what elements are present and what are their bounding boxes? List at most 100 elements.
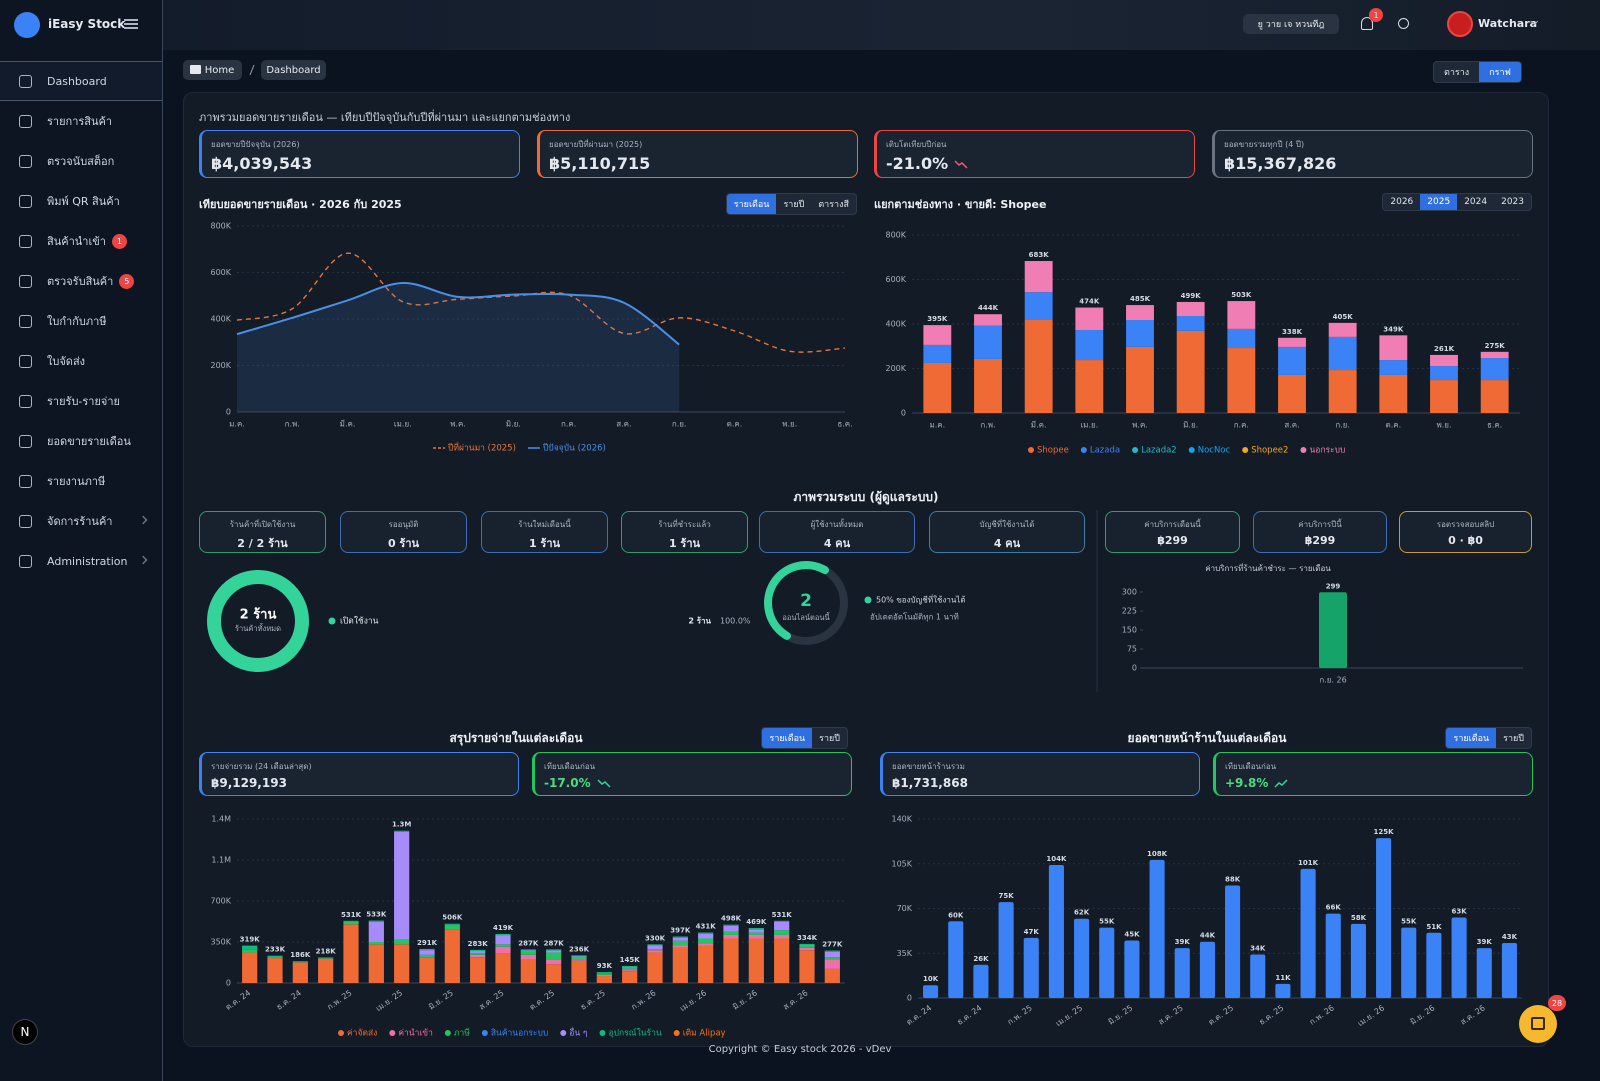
menu-label: รายงานภาษี [47, 475, 106, 488]
kpi-label: ยอดขายรวมทุกปี (4 ปี) [1224, 140, 1305, 149]
menu-label: พิมพ์ QR สินค้า [47, 195, 120, 208]
kpi-card: ยอดขายปีที่ผ่านมา (2025) ฿5,110,715 [537, 130, 858, 178]
chart-title: เทียบยอดขายรายเดือน · 2026 กับ 2025 [199, 198, 402, 211]
menu-icon [19, 354, 32, 368]
fab[interactable] [1519, 1005, 1557, 1043]
menu-label: ตรวจรับสินค้า [47, 275, 114, 288]
tab[interactable]: 2026 [1390, 197, 1414, 207]
view-option[interactable]: ตาราง [1444, 68, 1470, 78]
menu-label: สินค้านำเข้า [47, 235, 106, 248]
section-title: สรุปรายจ่ายในแต่ละเดือน [449, 731, 583, 745]
menu-label: ใบจัดส่ง [47, 355, 86, 368]
menu-icon [19, 434, 32, 448]
kpi-card: ร้านที่ชำระแล้ว 1 ร้าน [621, 511, 748, 553]
kpi-card: ร้านใหม่เดือนนี้ 1 ร้าน [481, 511, 608, 553]
kpi-value: -17.0% [544, 776, 842, 790]
menu-item[interactable]: รายรับ-รายจ่าย [0, 381, 162, 421]
kpi-label: รออนุมัติ [388, 520, 419, 529]
section-title: ภาพรวมระบบ (ผู้ดูแลระบบ) [793, 490, 939, 504]
tab[interactable]: รายปี [1503, 734, 1524, 744]
kpi-value: ฿15,367,826 [1224, 154, 1337, 173]
trend-line [597, 779, 611, 788]
tab-group: รายเดือน รายปี [761, 727, 848, 749]
dev-badge[interactable]: N [12, 1019, 38, 1045]
topbar: ยู วาย เจ หวนทีฎ 1 Watchara [163, 0, 1600, 50]
tab[interactable]: ตารางสี [818, 200, 849, 210]
menu-item[interactable]: จัดการร้านค้า [0, 501, 162, 541]
menu-item[interactable]: ตรวจรับสินค้า 5 [0, 261, 162, 301]
breadcrumb-current: Dashboard [261, 60, 326, 80]
menu-item[interactable]: ใบจัดส่ง [0, 341, 162, 381]
menu-item[interactable]: รายการสินค้า [0, 101, 162, 141]
menu-item[interactable]: Dashboard [0, 61, 162, 101]
menu-item[interactable]: รายงานภาษี [0, 461, 162, 501]
kpi-value: ฿1,731,868 [892, 776, 968, 790]
kpi-value: +9.8% [1225, 776, 1523, 790]
tab[interactable]: รายเดือน [762, 728, 813, 748]
menu-toggle-bar [124, 23, 138, 25]
chart-title: แยกตามช่องทาง · ขายดี: Shopee [874, 198, 1047, 211]
tab[interactable]: 2025 [1420, 194, 1458, 210]
theme-toggle[interactable] [1398, 18, 1409, 29]
tab[interactable]: รายปี [783, 200, 805, 210]
tab[interactable]: 2023 [1501, 197, 1524, 207]
brand: iEasy Stock [48, 17, 126, 31]
kpi-value: ฿299 [1157, 534, 1188, 547]
menu-chevron [138, 555, 148, 565]
kpi-label: ร้านค้าที่เปิดใช้งาน [229, 520, 296, 529]
menu-label: ใบกำกับภาษี [47, 315, 107, 328]
kpi-value: 1 ร้าน [668, 537, 701, 550]
fab-badge: 28 [1548, 995, 1566, 1011]
menu-label: ยอดขายรายเดือน [47, 435, 131, 448]
menu-icon [19, 474, 32, 488]
kpi-card: รอตรวจสอบสลิป 0 · ฿0 [1399, 511, 1532, 553]
kpi-card: รายจ่ายรวม (24 เดือนล่าสุด) ฿9,129,193 [199, 752, 519, 796]
avatar[interactable] [1447, 11, 1473, 37]
tab[interactable]: รายเดือน [1446, 728, 1497, 748]
menu-item[interactable]: พิมพ์ QR สินค้า [0, 181, 162, 221]
menu-label: รายรับ-รายจ่าย [47, 395, 120, 408]
shop-selector[interactable]: ยู วาย เจ หวนทีฎ [1243, 14, 1339, 34]
menu-icon [19, 514, 32, 528]
kpi-value: -21.0% [886, 154, 1185, 173]
bell[interactable] [1361, 17, 1373, 30]
view-option[interactable]: กราฟ [1479, 62, 1521, 82]
menu-icon [19, 74, 32, 88]
user-name[interactable]: Watchara [1478, 17, 1538, 30]
notification-badge: 1 [1369, 8, 1383, 22]
kpi-card: ค่าบริการปีนี้ ฿299 [1253, 511, 1387, 553]
kpi-label: รายจ่ายรวม (24 เดือนล่าสุด) [211, 762, 312, 771]
kpi-card: รออนุมัติ 0 ร้าน [340, 511, 467, 553]
tab-group: 2026 2025 2024 2023 [1382, 193, 1532, 211]
tab-group: รายเดือน รายปี [1445, 727, 1532, 749]
menu-toggle[interactable] [124, 19, 138, 29]
menu-item[interactable]: ใบกำกับภาษี [0, 301, 162, 341]
menu-item[interactable]: ยอดขายรายเดือน [0, 421, 162, 461]
trend-icon [597, 779, 611, 788]
kpi-label: บัญชีที่ใช้งานได้ [979, 520, 1035, 529]
trend-line [954, 159, 968, 169]
breadcrumb-separator [249, 64, 255, 76]
menu-label: ตรวจนับสต็อก [47, 155, 115, 168]
tab[interactable]: 2024 [1464, 197, 1488, 207]
menu-label: Dashboard [47, 74, 107, 88]
kpi-value: ฿5,110,715 [549, 154, 651, 173]
kpi-card: ค่าบริการเดือนนี้ ฿299 [1105, 511, 1240, 553]
kpi-card: ยอดขายรวมทุกปี (4 ปี) ฿15,367,826 [1212, 130, 1533, 178]
menu-icon [19, 194, 32, 208]
menu-chevron [138, 515, 148, 525]
kpi-label: เติบโตเทียบปีก่อน [886, 140, 947, 149]
kpi-value: ฿9,129,193 [211, 776, 287, 790]
kpi-value: 1 ร้าน [528, 537, 561, 550]
tab[interactable]: รายเดือน [726, 194, 777, 214]
menu-badge: 5 [119, 273, 135, 289]
menu-item[interactable]: Administration [0, 541, 162, 581]
tab[interactable]: รายปี [819, 734, 840, 744]
menu-item[interactable]: สินค้านำเข้า 1 [0, 221, 162, 261]
fab-icon [1531, 1017, 1545, 1030]
kpi-label: ร้านใหม่เดือนนี้ [518, 520, 571, 529]
kpi-label: ยอดขายปีที่ผ่านมา (2025) [549, 140, 643, 149]
menu-item[interactable]: ตรวจนับสต็อก [0, 141, 162, 181]
kpi-label: ยอดขายหน้าร้านรวม [892, 762, 965, 771]
